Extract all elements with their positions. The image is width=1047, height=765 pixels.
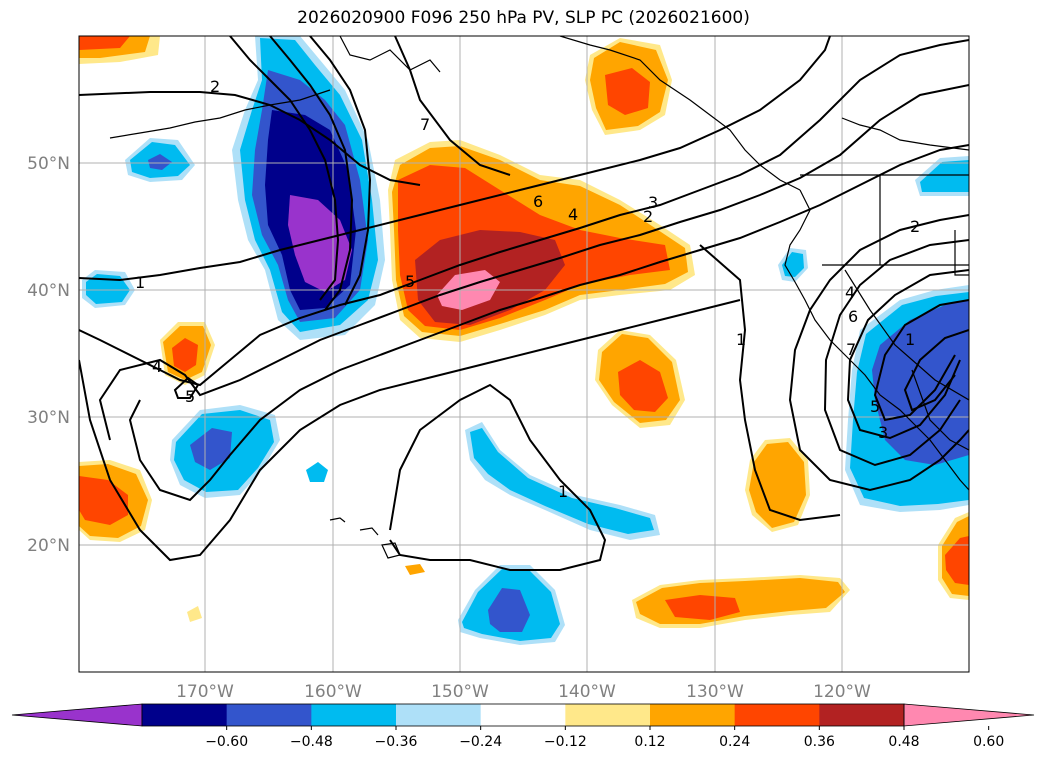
contour-label: 4: [152, 357, 162, 376]
colorbar-tick-label: 0.12: [634, 734, 665, 750]
contour-label: 5: [185, 387, 195, 406]
contour-label: 7: [420, 115, 430, 134]
colorbar: −0.60 −0.48 −0.36 −0.24 −0.12 0.12 0.24 0.36 0.4…: [11, 703, 1035, 750]
colorbar-segment: [480, 704, 566, 726]
lon-label: 150°W: [431, 682, 489, 702]
contour-label: 6: [848, 307, 858, 326]
plot-frame: [78, 35, 970, 673]
contour-label: 4: [568, 205, 578, 224]
colorbar-tick-label: 0.48: [888, 734, 919, 750]
colorbar-segment: [396, 704, 482, 726]
contour-label: 1: [905, 330, 915, 349]
slp-contours: [79, 36, 969, 571]
colorbar-segment: [650, 704, 736, 726]
colorbar-segment: [311, 704, 397, 726]
contour-label: 6: [533, 192, 543, 211]
colorbar-segment: [142, 704, 228, 726]
lon-label: 170°W: [176, 682, 234, 702]
colorbar-frame: [141, 703, 905, 727]
colorbar-extend-min: [11, 703, 143, 727]
contour-label: 3: [878, 423, 888, 442]
lon-axis-labels: 170°W 160°W 150°W 140°W 130°W 120°W: [176, 682, 871, 702]
lat-label: 50°N: [27, 154, 70, 174]
colorbar-tick-label: 0.36: [804, 734, 835, 750]
contour-label: 2: [210, 77, 220, 96]
contour-label: 7: [846, 340, 856, 359]
lon-label: 130°W: [686, 682, 744, 702]
contour-label: 4: [845, 283, 855, 302]
colorbar-tick-label: 0.24: [719, 734, 750, 750]
contour-label: 5: [405, 272, 415, 291]
colorbar-segment: [226, 704, 312, 726]
colorbar-tick-label: −0.36: [375, 734, 418, 750]
colorbar-segment: [819, 704, 905, 726]
contour-labels: 2 7 1 6 3 4 2 5 4 5 1 1 2 4 6 7 5 3 1: [135, 77, 920, 501]
colorbar-tick-label: 0.60: [973, 734, 1004, 750]
coastlines: [109, 36, 969, 559]
lat-label: 20°N: [27, 536, 70, 556]
lat-label: 30°N: [27, 408, 70, 428]
colorbar-tick-label: −0.48: [290, 734, 333, 750]
contour-label: 3: [648, 193, 658, 212]
lon-label: 120°W: [813, 682, 871, 702]
colorbar-tick-label: −0.60: [205, 734, 248, 750]
lat-label: 40°N: [27, 281, 70, 301]
colorbar-tick-label: −0.24: [459, 734, 502, 750]
contour-label: 1: [736, 330, 746, 349]
lon-label: 160°W: [304, 682, 362, 702]
contour-label: 2: [910, 217, 920, 236]
colorbar-segment: [565, 704, 651, 726]
colorbar-tick-label: −0.12: [544, 734, 587, 750]
contour-label: 1: [135, 273, 145, 292]
lon-label: 140°W: [558, 682, 616, 702]
contour-label: 5: [870, 397, 880, 416]
lat-axis-labels: 50°N 40°N 30°N 20°N: [27, 154, 70, 556]
map-title: 2026020900 F096 250 hPa PV, SLP PC (2026…: [297, 8, 750, 28]
colorbar-segment: [734, 704, 820, 726]
colorbar-extend-max: [903, 703, 1035, 727]
contour-label: 1: [558, 482, 568, 501]
contour-label: 2: [643, 207, 653, 226]
